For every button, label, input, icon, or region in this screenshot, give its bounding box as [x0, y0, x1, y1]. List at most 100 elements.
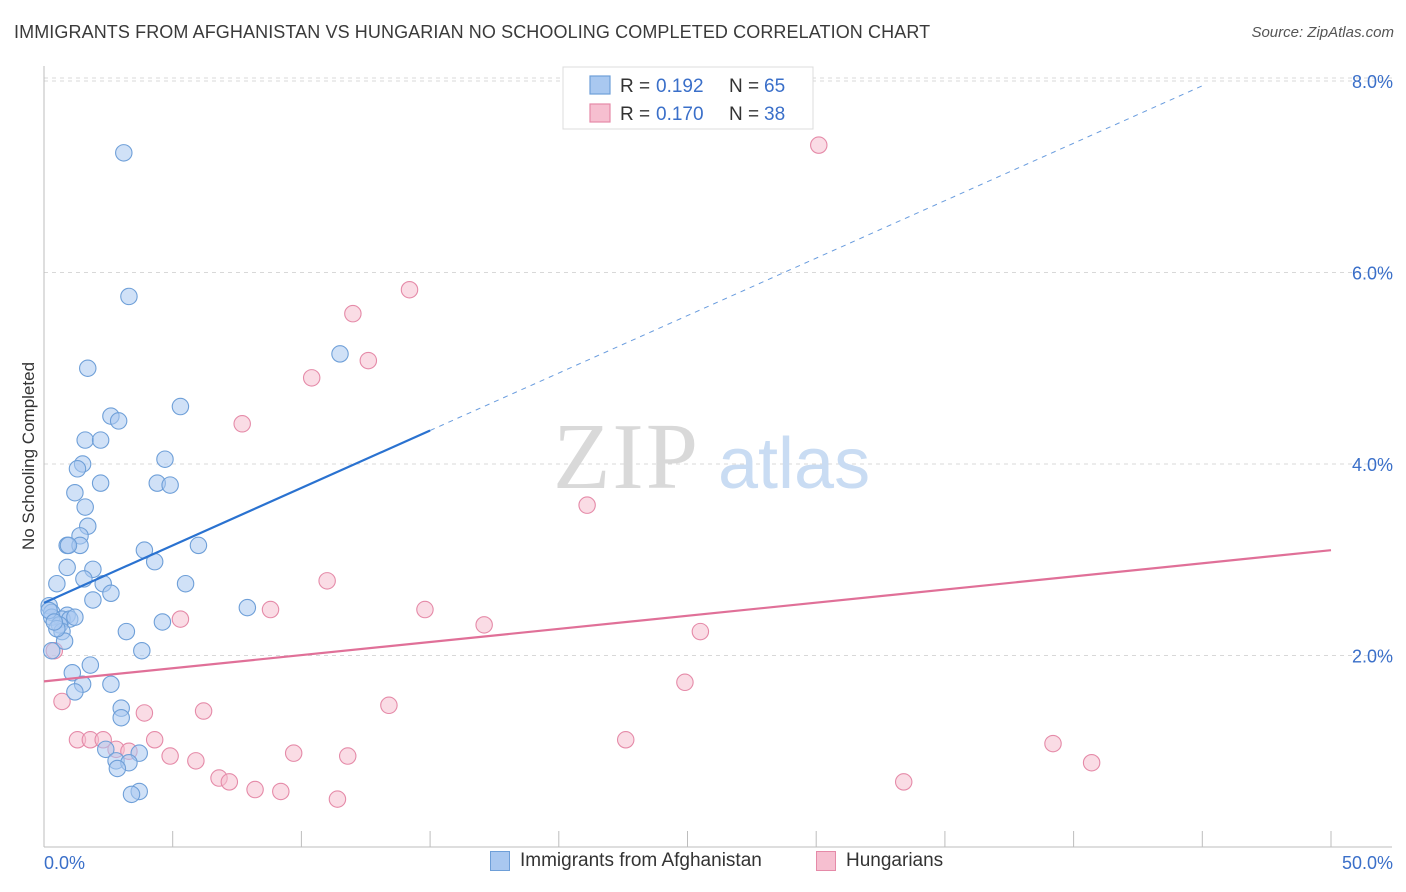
afghanistan-point: [102, 584, 120, 603]
afghanistan-point: [176, 574, 195, 593]
afghanistan-point: [91, 431, 110, 449]
afghanistan-point: [97, 740, 115, 759]
afghanistan-point: [108, 759, 127, 778]
watermark-atlas: atlas: [718, 424, 870, 504]
hungarians-point: [261, 600, 280, 619]
gridlines: [44, 77, 1392, 656]
legend-swatch-pink: [589, 103, 611, 123]
afghanistan-point: [120, 287, 138, 306]
chart-title: IMMIGRANTS FROM AFGHANISTAN VS HUNGARIAN…: [14, 22, 931, 42]
afghanistan-point: [153, 613, 172, 631]
hungarians-point: [380, 696, 398, 715]
legend-n-value-pink: 38: [764, 104, 785, 125]
afghanistan-point: [55, 632, 74, 650]
hungarians-point: [344, 304, 362, 323]
afghanistan-point: [42, 641, 61, 660]
afghanistan-point: [133, 641, 151, 660]
hungarians-trend-line: [43, 549, 1332, 683]
hungarians-point: [272, 782, 290, 801]
hungarians-point: [616, 731, 635, 749]
afghanistan-point: [76, 431, 94, 449]
legend-n-label-pink: N =: [729, 104, 759, 125]
afghanistan-point: [171, 397, 190, 416]
afghanistan-point: [189, 536, 208, 555]
hungarians-point: [416, 600, 434, 619]
hungarians-point: [338, 747, 357, 765]
hungarians-point: [53, 692, 71, 711]
afghanistan-point: [238, 598, 257, 617]
hungarians-point: [328, 790, 347, 808]
afghanistan-point: [45, 613, 64, 631]
legend-label-hungarians: Hungarians: [846, 850, 944, 871]
hungarians-point: [400, 280, 419, 299]
legend-swatch-afghanistan: [490, 851, 510, 871]
hungarians-point: [691, 622, 710, 641]
hungarians-point: [1044, 734, 1062, 753]
hungarians-points: [45, 136, 1101, 808]
hungarians-point: [676, 673, 694, 692]
hungarians-point: [284, 744, 303, 762]
afghanistan-point: [59, 536, 78, 555]
afghanistan-point: [331, 345, 349, 363]
hungarians-point: [145, 731, 164, 749]
afghanistan-trend-extension: [429, 85, 1203, 431]
afghanistan-point: [79, 359, 97, 377]
y-axis-label: No Schooling Completed: [19, 362, 38, 550]
legend-item-afghanistan: Immigrants from Afghanistan: [490, 850, 762, 872]
afghanistan-point: [91, 474, 110, 492]
afghanistan-point: [102, 675, 120, 693]
y-tick-label: 2.0%: [1352, 647, 1393, 667]
afghanistan-point: [66, 683, 84, 701]
afghanistan-point: [58, 558, 76, 577]
hungarians-point: [194, 702, 213, 720]
axes: 2.0% 4.0% 6.0% 8.0%: [43, 66, 1393, 848]
legend-swatch-hungarians: [816, 851, 836, 871]
y-tick-label: 8.0%: [1352, 72, 1393, 92]
afghanistan-point: [81, 656, 100, 674]
afghanistan-point: [115, 144, 133, 162]
source-label: Source: ZipAtlas.com: [1251, 24, 1394, 41]
legend-swatch-blue: [589, 75, 611, 95]
afghanistan-point: [48, 574, 66, 593]
afghanistan-point: [161, 476, 179, 494]
x-tick-label-max: 50.0%: [1342, 853, 1393, 873]
hungarians-point: [135, 704, 154, 722]
hungarians-point: [233, 415, 251, 433]
hungarians-point: [810, 136, 828, 154]
afghanistan-point: [76, 498, 94, 516]
legend-n-value-blue: 65: [764, 76, 785, 97]
afghanistan-points: [40, 144, 349, 804]
hungarians-point: [161, 747, 179, 765]
legend-r-value-pink: 0.170: [656, 104, 704, 125]
hungarians-point: [318, 572, 336, 590]
y-tick-label: 6.0%: [1352, 264, 1393, 284]
afghanistan-point: [66, 608, 84, 626]
afghanistan-point: [117, 622, 136, 641]
hungarians-point: [246, 780, 264, 799]
hungarians-point: [302, 369, 321, 387]
hungarians-point: [578, 496, 596, 514]
legend-n-label-blue: N =: [729, 76, 759, 97]
afghanistan-point: [112, 708, 130, 727]
afghanistan-point: [122, 785, 141, 804]
legend-r-label-pink: R =: [620, 104, 650, 125]
legend-r-label-blue: R =: [620, 76, 650, 97]
x-tick-label-min: 0.0%: [44, 853, 85, 873]
trend-lines: [43, 85, 1332, 683]
y-tick-label: 4.0%: [1352, 455, 1393, 475]
afghanistan-point: [156, 450, 174, 468]
afghanistan-trend-line: [43, 429, 431, 604]
hungarians-point: [171, 610, 190, 628]
watermark-zip: ZIP: [553, 405, 700, 509]
hungarians-point: [220, 773, 239, 791]
afghanistan-point: [84, 591, 102, 609]
afghanistan-point: [66, 483, 84, 502]
hungarians-point: [187, 752, 205, 770]
legend-box: R = 0.192 N = 65 R = 0.170 N = 38: [562, 66, 814, 130]
hungarians-point: [475, 616, 493, 634]
legend-label-afghanistan: Immigrants from Afghanistan: [520, 850, 762, 871]
legend-r-value-blue: 0.192: [656, 76, 704, 97]
hungarians-point: [1082, 753, 1101, 772]
hungarians-point: [894, 773, 913, 791]
